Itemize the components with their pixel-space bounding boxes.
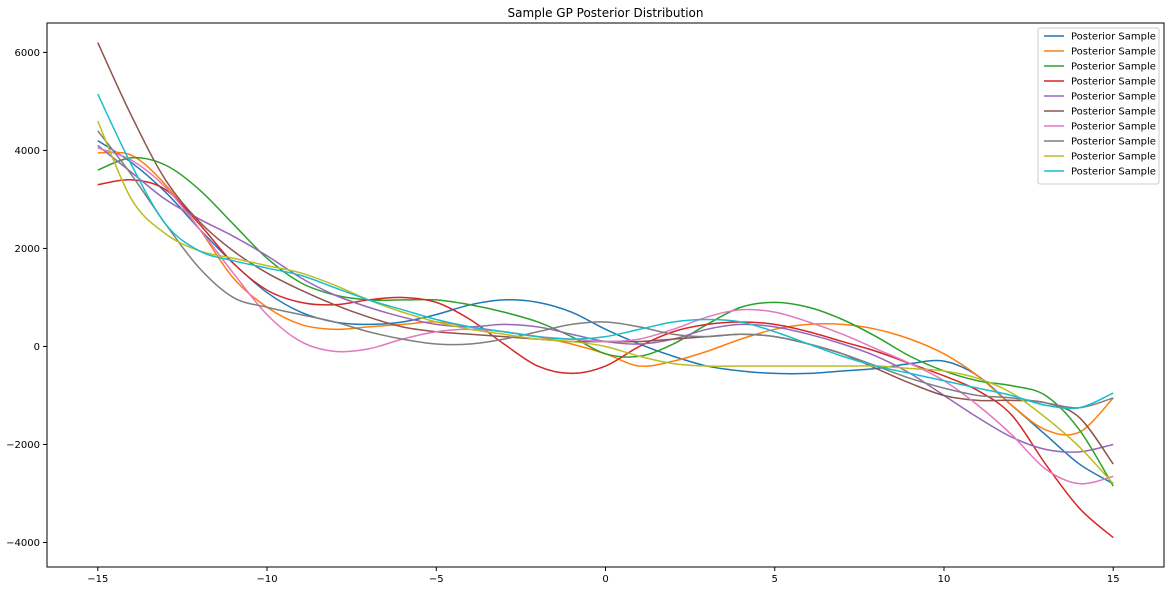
legend-entry-label: Posterior Sample <box>1071 92 1156 103</box>
legend-entry-label: Posterior Sample <box>1071 62 1156 73</box>
x-tick-label: −15 <box>87 574 108 585</box>
x-axis: −15 −10 −5 0 5 10 15 <box>87 567 1120 585</box>
series-line-8 <box>97 130 1114 409</box>
x-tick-label: −10 <box>256 574 277 585</box>
x-tick-label: 0 <box>602 574 608 585</box>
y-tick-label: 2000 <box>15 244 40 255</box>
legend-entry-label: Posterior Sample <box>1071 167 1156 178</box>
x-tick-label: 5 <box>772 574 778 585</box>
legend-entry-label: Posterior Sample <box>1071 32 1156 43</box>
series-line-7 <box>97 147 1114 485</box>
x-tick-label: −5 <box>429 574 444 585</box>
y-axis: −4000 −2000 0 2000 4000 6000 <box>6 48 47 549</box>
legend-entry-label: Posterior Sample <box>1071 137 1156 148</box>
series-line-6 <box>97 42 1114 465</box>
series-line-4 <box>97 179 1114 539</box>
plot-area-frame <box>46 22 1165 568</box>
chart-title: Sample GP Posterior Distribution <box>507 6 703 20</box>
series-layer <box>97 42 1114 539</box>
series-line-5 <box>97 144 1114 453</box>
legend-entry-label: Posterior Sample <box>1071 152 1156 163</box>
legend-entry-label: Posterior Sample <box>1071 77 1156 88</box>
legend-entry-label: Posterior Sample <box>1071 107 1156 118</box>
legend-entry-label: Posterior Sample <box>1071 122 1156 133</box>
y-tick-label: 4000 <box>15 146 40 157</box>
y-tick-label: 6000 <box>15 48 40 59</box>
legend: Posterior Sample Posterior Sample Posterio… <box>1037 27 1160 185</box>
legend-box <box>1037 27 1160 185</box>
y-tick-label: −4000 <box>6 538 40 549</box>
series-line-9 <box>97 120 1114 485</box>
y-tick-label: 0 <box>34 342 40 353</box>
x-tick-label: 15 <box>1107 574 1120 585</box>
x-tick-label: 10 <box>938 574 951 585</box>
legend-entry-label: Posterior Sample <box>1071 47 1156 58</box>
series-line-1 <box>97 139 1114 485</box>
y-tick-label: −2000 <box>6 440 40 451</box>
series-line-10 <box>97 93 1114 410</box>
